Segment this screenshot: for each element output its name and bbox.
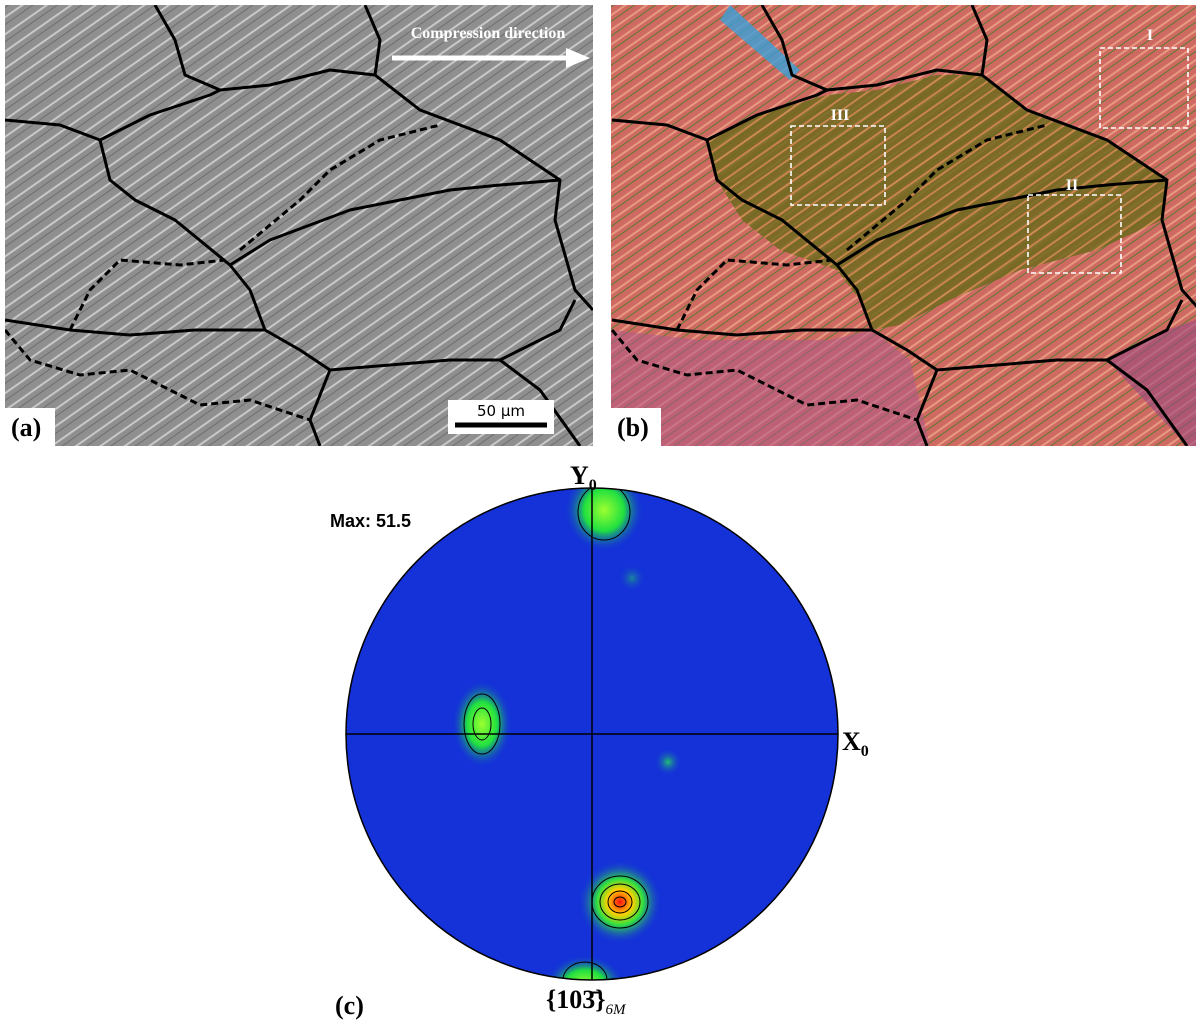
panel-label: (a)	[11, 413, 41, 442]
region-box	[1099, 47, 1189, 129]
region-label: I	[1147, 27, 1153, 44]
label-bg	[611, 408, 661, 446]
panel-a: Compression direction 50 µm (a)	[5, 5, 593, 446]
region-label: III	[831, 107, 850, 124]
annotation: Compression direction	[411, 25, 566, 42]
plane-label: {103̄}6M	[546, 985, 627, 1018]
scale-bar-label: 50 µm	[477, 402, 525, 420]
region-label: II	[1066, 177, 1078, 194]
panel-c: Y0 X0 Max: 51.5 {103̄}6M (c)	[330, 461, 869, 1020]
axis-x-label: X0	[842, 727, 869, 760]
grain-region	[720, 5, 800, 80]
scale-bar-bg	[448, 400, 554, 434]
panel-label: (b)	[617, 413, 649, 442]
label-bg	[5, 408, 55, 446]
grain-boundaries	[611, 5, 1196, 446]
micrograph	[5, 5, 593, 446]
grain-region	[1107, 320, 1196, 446]
arrow-head	[566, 48, 590, 68]
twin-region	[707, 75, 1167, 330]
region-box	[1027, 194, 1122, 274]
grain-boundaries	[5, 5, 593, 446]
panel-b: I II III (b)	[611, 5, 1196, 446]
panel-label: (c)	[335, 991, 364, 1020]
max-label: Max: 51.5	[330, 511, 411, 531]
region-box	[790, 125, 886, 206]
axis-y-label: Y0	[570, 461, 597, 494]
